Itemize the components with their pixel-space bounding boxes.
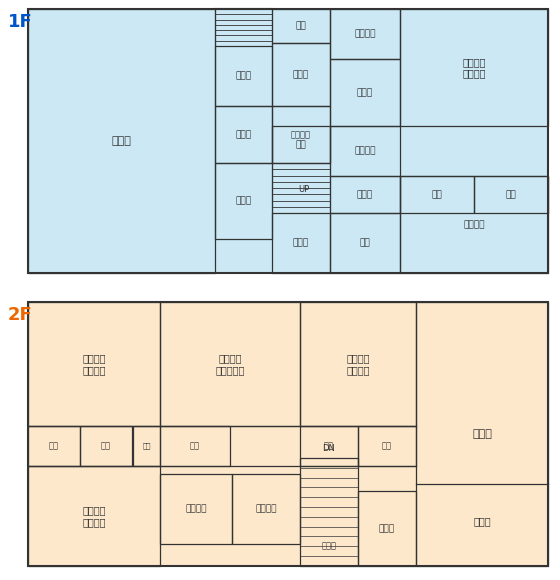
Text: 押入: 押入 — [432, 190, 442, 199]
Text: 倉庫３: 倉庫３ — [235, 197, 251, 205]
Text: 押入: 押入 — [324, 441, 334, 451]
Bar — [300, 302, 416, 426]
Bar — [80, 426, 132, 466]
Text: 階段室: 階段室 — [321, 542, 337, 550]
Text: 玄関: 玄関 — [360, 238, 370, 248]
Text: 食　堂: 食 堂 — [472, 429, 492, 439]
Bar — [358, 426, 416, 466]
Text: 研修室２
（１０人）: 研修室２ （１０人） — [215, 353, 245, 375]
Bar — [215, 106, 272, 163]
Text: 研修室１
（９人）: 研修室１ （９人） — [346, 353, 370, 375]
Bar — [28, 302, 160, 426]
Text: 倉庫: 倉庫 — [296, 140, 306, 149]
Bar — [133, 426, 160, 466]
Text: 研修室５
（８人）: 研修室５ （８人） — [462, 57, 486, 78]
Bar — [416, 302, 548, 566]
Text: 大浴室: 大浴室 — [357, 88, 373, 97]
Bar — [28, 426, 80, 466]
Text: 男子便所: 男子便所 — [185, 505, 207, 513]
Bar — [160, 302, 300, 426]
Bar — [160, 474, 232, 544]
Text: 小脱衣室: 小脱衣室 — [291, 130, 311, 139]
Text: 押入: 押入 — [190, 441, 200, 451]
Bar — [474, 176, 548, 213]
Text: 階段室: 階段室 — [293, 238, 309, 248]
Text: 倉庫１: 倉庫１ — [235, 71, 251, 81]
Text: 研修室３
（９人）: 研修室３ （９人） — [82, 353, 106, 375]
Bar — [330, 59, 400, 126]
Bar — [400, 176, 474, 213]
Bar — [358, 491, 416, 566]
Text: 大脱衣室: 大脱衣室 — [354, 147, 376, 155]
Bar — [215, 163, 272, 239]
Bar — [300, 426, 358, 466]
Text: 押入: 押入 — [506, 190, 516, 199]
Text: ホール: ホール — [357, 190, 373, 199]
Bar — [28, 9, 215, 273]
Bar — [272, 43, 330, 106]
Text: 研修室４
（４人）: 研修室４ （４人） — [82, 505, 106, 527]
Bar — [330, 176, 400, 213]
Bar — [272, 126, 330, 163]
Bar — [272, 9, 330, 43]
Text: 押入: 押入 — [142, 443, 151, 450]
Text: 2F: 2F — [8, 306, 32, 324]
Text: 押入: 押入 — [101, 441, 111, 451]
Bar — [272, 106, 330, 163]
Text: 厨　房: 厨 房 — [473, 516, 491, 526]
Bar — [215, 46, 272, 106]
Bar — [300, 458, 358, 566]
Bar — [28, 466, 160, 566]
Text: 便所: 便所 — [296, 21, 306, 31]
Bar — [400, 176, 548, 273]
Bar — [232, 474, 300, 544]
Text: 1F: 1F — [8, 13, 32, 31]
Bar — [160, 426, 230, 466]
Text: 女子便所: 女子便所 — [255, 505, 277, 513]
Text: 小浴室: 小浴室 — [293, 70, 309, 79]
Text: 管理人室: 管理人室 — [463, 220, 485, 229]
Text: 押入: 押入 — [382, 441, 392, 451]
Text: 庭　庫: 庭 庫 — [111, 136, 132, 146]
Text: 洗面所: 洗面所 — [379, 524, 395, 533]
Text: 倉庫２: 倉庫２ — [235, 130, 251, 139]
Text: UP: UP — [298, 184, 309, 194]
Bar — [330, 213, 400, 273]
Text: 押入: 押入 — [49, 441, 59, 451]
Bar — [400, 9, 548, 126]
Text: ボイラー: ボイラー — [354, 30, 376, 38]
Text: DN: DN — [323, 444, 335, 453]
Bar — [272, 213, 330, 273]
Bar — [330, 9, 400, 59]
Bar — [330, 126, 400, 176]
